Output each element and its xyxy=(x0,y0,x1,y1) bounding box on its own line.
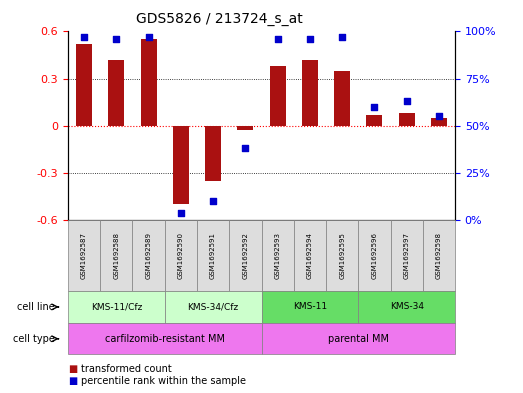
Text: GSM1692589: GSM1692589 xyxy=(145,232,152,279)
Text: GSM1692587: GSM1692587 xyxy=(81,232,87,279)
Bar xyxy=(237,126,254,130)
Point xyxy=(403,98,411,105)
Text: cell line: cell line xyxy=(17,302,55,312)
Bar xyxy=(76,44,92,126)
Text: GSM1692595: GSM1692595 xyxy=(339,232,345,279)
Text: KMS-11: KMS-11 xyxy=(293,303,327,311)
Bar xyxy=(366,115,382,126)
Bar xyxy=(269,66,286,126)
Text: KMS-11/Cfz: KMS-11/Cfz xyxy=(90,303,142,311)
Text: GSM1692594: GSM1692594 xyxy=(307,232,313,279)
Bar xyxy=(302,60,318,126)
Point xyxy=(274,36,282,42)
Bar xyxy=(431,118,447,126)
Text: GSM1692590: GSM1692590 xyxy=(178,232,184,279)
Text: KMS-34: KMS-34 xyxy=(390,303,424,311)
Text: carfilzomib-resistant MM: carfilzomib-resistant MM xyxy=(105,334,225,344)
Point xyxy=(305,36,314,42)
Point xyxy=(177,209,185,216)
Text: cell type: cell type xyxy=(13,334,55,344)
Bar xyxy=(108,60,124,126)
Text: GSM1692588: GSM1692588 xyxy=(113,232,119,279)
Point xyxy=(144,34,153,40)
Text: percentile rank within the sample: percentile rank within the sample xyxy=(81,376,246,386)
Text: GSM1692592: GSM1692592 xyxy=(242,232,248,279)
Bar xyxy=(141,39,157,126)
Point xyxy=(209,198,218,204)
Point xyxy=(112,36,120,42)
Bar xyxy=(173,126,189,204)
Point xyxy=(338,34,346,40)
Text: GSM1692593: GSM1692593 xyxy=(275,232,281,279)
Text: ■: ■ xyxy=(68,376,77,386)
Text: GSM1692598: GSM1692598 xyxy=(436,232,442,279)
Bar xyxy=(399,113,415,126)
Text: ■: ■ xyxy=(68,364,77,375)
Text: GSM1692597: GSM1692597 xyxy=(404,232,410,279)
Point xyxy=(80,34,88,40)
Text: transformed count: transformed count xyxy=(81,364,172,375)
Text: GDS5826 / 213724_s_at: GDS5826 / 213724_s_at xyxy=(137,12,303,26)
Point xyxy=(435,113,443,119)
Text: GSM1692591: GSM1692591 xyxy=(210,232,216,279)
Point xyxy=(241,145,249,152)
Text: KMS-34/Cfz: KMS-34/Cfz xyxy=(188,303,238,311)
Bar xyxy=(205,126,221,181)
Text: parental MM: parental MM xyxy=(328,334,389,344)
Point xyxy=(370,104,379,110)
Bar xyxy=(334,71,350,126)
Text: GSM1692596: GSM1692596 xyxy=(371,232,378,279)
